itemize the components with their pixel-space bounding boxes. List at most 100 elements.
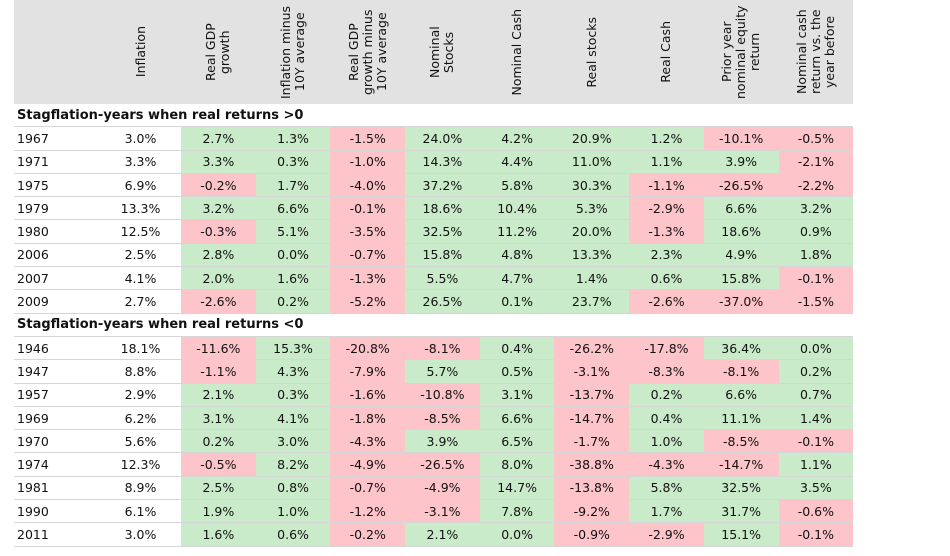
header-label: Inflation [132, 26, 148, 78]
year-cell: 2011 [14, 522, 100, 547]
value-cell: -2.9% [629, 196, 704, 221]
value-cell: 0.2% [778, 359, 854, 384]
value-cell: 36.4% [703, 336, 779, 361]
value-cell: 11.2% [479, 219, 555, 244]
value-cell: -11.6% [181, 336, 256, 361]
value-cell: 11.0% [554, 150, 630, 174]
value-cell: 8.2% [255, 452, 331, 477]
value-cell: -13.7% [554, 383, 630, 407]
value-cell: 6.6% [255, 196, 331, 221]
value-cell: 4.9% [703, 243, 779, 268]
value-cell: 0.8% [255, 476, 331, 501]
data-row: 1981 8.9% 2.5% 0.8% -0.7% -4.9% 14.7% -13.8% 5.8… [14, 476, 928, 501]
value-cell: -37.0% [703, 289, 779, 314]
value-cell: 2.1% [181, 383, 256, 407]
value-cell: 1.1% [629, 150, 704, 174]
value-cell: 2.0% [181, 266, 256, 291]
data-row: 1971 3.3% 3.3% 0.3% -1.0% 14.3% 4.4% 11.0% 1.1% 3… [14, 150, 928, 174]
value-cell: 4.1% [255, 406, 331, 431]
value-cell: -10.8% [405, 383, 480, 407]
value-cell: -4.3% [629, 452, 704, 477]
value-cell: -8.5% [703, 429, 779, 454]
year-cell: 1957 [14, 383, 100, 407]
year-cell: 1946 [14, 336, 100, 361]
value-cell: 26.5% [405, 289, 480, 314]
value-cell: 1.7% [255, 173, 331, 198]
value-cell: 23.7% [554, 289, 630, 314]
value-cell: 1.7% [629, 499, 704, 524]
value-cell: 2.7% [100, 289, 181, 314]
value-cell: 1.4% [778, 406, 854, 431]
value-cell: 6.6% [479, 406, 555, 431]
value-cell: 20.9% [554, 126, 630, 151]
value-cell: -4.0% [330, 173, 406, 198]
header-cell: Real GDP growth minus 10Y average [330, 0, 406, 104]
value-cell: 15.8% [405, 243, 480, 268]
value-cell: -0.2% [181, 173, 256, 198]
value-cell: -14.7% [703, 452, 779, 477]
value-cell: 3.1% [181, 406, 256, 431]
value-cell: 5.8% [629, 476, 704, 501]
value-cell: -2.6% [629, 289, 704, 314]
value-cell: -0.1% [778, 429, 854, 454]
value-cell: 6.6% [703, 196, 779, 221]
value-cell: 15.8% [703, 266, 779, 291]
value-cell: 5.1% [255, 219, 331, 244]
value-cell: 2.7% [181, 126, 256, 151]
header-label: Inflation minus 10Y average [278, 5, 308, 99]
value-cell: 1.4% [554, 266, 630, 291]
value-cell: 14.3% [405, 150, 480, 174]
value-cell: 2.9% [100, 383, 181, 407]
value-cell: -0.1% [778, 522, 854, 547]
value-cell: -0.6% [778, 499, 854, 524]
value-cell: 0.9% [778, 219, 854, 244]
value-cell: 6.2% [100, 406, 181, 431]
value-cell: 0.3% [255, 150, 331, 174]
header-label: Nominal Stocks [427, 26, 457, 78]
value-cell: -13.8% [554, 476, 630, 501]
header-row: Inflation Real GDP growth Inflation minus … [14, 0, 928, 104]
value-cell: 13.3% [100, 196, 181, 221]
value-cell: -1.3% [629, 219, 704, 244]
value-cell: 18.1% [100, 336, 181, 361]
value-cell: 5.5% [405, 266, 480, 291]
header-cell: Nominal Cash [479, 0, 555, 104]
value-cell: -0.9% [554, 522, 630, 547]
value-cell: 30.3% [554, 173, 630, 198]
value-cell: 1.9% [181, 499, 256, 524]
data-row: 1975 6.9% -0.2% 1.7% -4.0% 37.2% 5.8% 30.3% -1.1… [14, 173, 928, 198]
value-cell: 2.5% [181, 476, 256, 501]
header-label: Real Cash [658, 21, 674, 83]
value-cell: 3.3% [100, 150, 181, 174]
value-cell: -17.8% [629, 336, 704, 361]
year-cell: 1967 [14, 126, 100, 151]
value-cell: 4.3% [255, 359, 331, 384]
value-cell: -3.1% [554, 359, 630, 384]
value-cell: 5.7% [405, 359, 480, 384]
value-cell: 2.5% [100, 243, 181, 268]
value-cell: -1.6% [330, 383, 406, 407]
header-label: Nominal cash return vs. the year before [793, 9, 837, 95]
value-cell: 2.1% [405, 522, 480, 547]
value-cell: 1.6% [181, 522, 256, 547]
data-row: 1970 5.6% 0.2% 3.0% -4.3% 3.9% 6.5% -1.7% 1.0% -8… [14, 429, 928, 454]
value-cell: -0.2% [330, 522, 406, 547]
header-cell [14, 0, 100, 104]
value-cell: 1.0% [255, 499, 331, 524]
value-cell: 3.2% [778, 196, 854, 221]
value-cell: 0.6% [255, 522, 331, 547]
data-row: 1974 12.3% -0.5% 8.2% -4.9% -26.5% 8.0% -38.8% -… [14, 452, 928, 477]
year-cell: 1980 [14, 219, 100, 244]
value-cell: -8.3% [629, 359, 704, 384]
data-row: 2006 2.5% 2.8% 0.0% -0.7% 15.8% 4.8% 13.3% 2.3% 4… [14, 243, 928, 268]
year-cell: 2007 [14, 266, 100, 291]
value-cell: -0.7% [330, 476, 406, 501]
value-cell: 1.8% [778, 243, 854, 268]
value-cell: 6.6% [703, 383, 779, 407]
value-cell: -1.0% [330, 150, 406, 174]
value-cell: -2.9% [629, 522, 704, 547]
value-cell: -8.5% [405, 406, 480, 431]
value-cell: -2.1% [778, 150, 854, 174]
value-cell: 20.0% [554, 219, 630, 244]
